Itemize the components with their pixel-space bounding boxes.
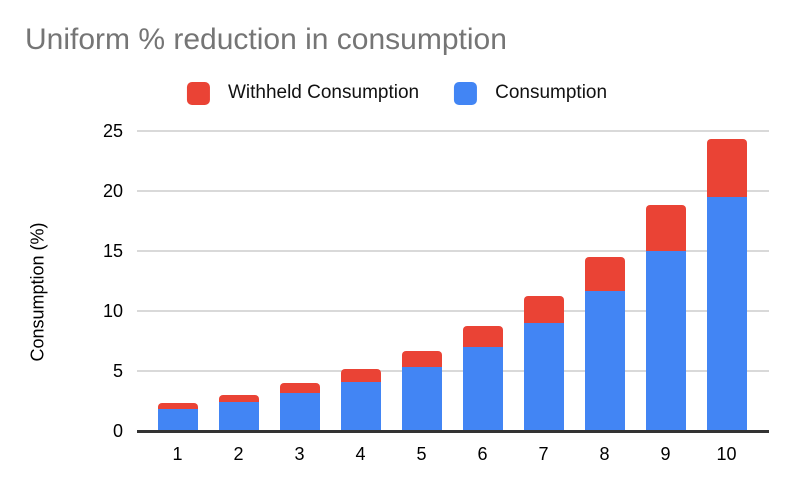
gridline-10 (137, 310, 769, 312)
y-tick-label: 0 (112, 421, 123, 441)
x-axis-line (137, 430, 769, 433)
legend: Withheld Consumption Consumption (186, 81, 608, 105)
bar-consumption-7[interactable] (524, 323, 564, 431)
bar-consumption-1[interactable] (158, 408, 198, 431)
legend-swatch-icon (186, 81, 210, 105)
x-tick-label: 3 (294, 444, 305, 464)
bar-withheld-consumption-3[interactable] (280, 383, 320, 393)
bar-withheld-consumption-1[interactable] (158, 403, 198, 409)
gridline-5 (137, 370, 769, 372)
bar-withheld-consumption-4[interactable] (341, 369, 381, 382)
y-axis-title: Consumption (%) (27, 222, 48, 362)
y-tick-label: 10 (102, 301, 123, 321)
x-tick-label: 8 (599, 444, 610, 464)
legend-item-consumption: Consumption (454, 81, 608, 105)
bar-withheld-consumption-10[interactable] (707, 138, 747, 197)
x-tick-label: 5 (416, 444, 427, 464)
legend-swatch-icon (454, 81, 478, 105)
bar-consumption-3[interactable] (280, 392, 320, 431)
y-tick-label: 25 (102, 121, 123, 141)
x-tick-label: 4 (355, 444, 366, 464)
chart-title: Uniform % reduction in consumption (25, 23, 507, 56)
bar-consumption-9[interactable] (646, 251, 686, 431)
x-tick-label: 9 (660, 444, 671, 464)
legend-label: Consumption (495, 82, 608, 103)
bar-withheld-consumption-8[interactable] (585, 257, 625, 291)
x-tick-label: 6 (477, 444, 488, 464)
bar-consumption-4[interactable] (341, 381, 381, 431)
bar-withheld-consumption-9[interactable] (646, 204, 686, 251)
x-tick-label: 10 (716, 444, 737, 464)
x-tick-label: 2 (233, 444, 244, 464)
bar-withheld-consumption-7[interactable] (524, 296, 564, 323)
bar-withheld-consumption-5[interactable] (402, 351, 442, 368)
bar-consumption-2[interactable] (219, 402, 259, 431)
gridline-20 (137, 190, 769, 192)
y-tick-label: 15 (102, 241, 123, 261)
bar-consumption-6[interactable] (463, 347, 503, 431)
legend-item-withheld-consumption: Withheld Consumption (186, 81, 420, 105)
x-tick-label: 1 (172, 444, 183, 464)
bar-withheld-consumption-6[interactable] (463, 326, 503, 347)
x-tick-label: 7 (538, 444, 549, 464)
gridline-25 (137, 130, 769, 132)
bar-consumption-10[interactable] (707, 197, 747, 431)
y-tick-label: 5 (112, 361, 123, 381)
bar-withheld-consumption-2[interactable] (219, 395, 259, 403)
y-tick-label: 20 (102, 181, 123, 201)
gridline-15 (137, 250, 769, 252)
legend-label: Withheld Consumption (227, 82, 420, 103)
bar-consumption-5[interactable] (402, 367, 442, 431)
bar-consumption-8[interactable] (585, 290, 625, 431)
